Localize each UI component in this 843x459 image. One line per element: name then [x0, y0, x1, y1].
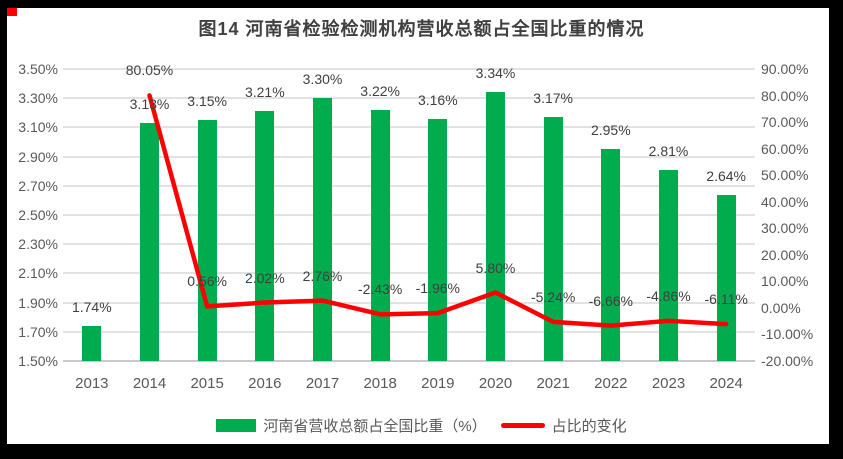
x-axis-category-label: 2013 [75, 375, 109, 392]
line-series-path [147, 93, 729, 328]
recording-indicator-mark [7, 8, 17, 16]
bar-data-label: 3.16% [417, 91, 458, 108]
bar-data-label: 3.34% [475, 65, 516, 82]
line-data-label: 2.02% [244, 269, 285, 286]
line-data-label: -5.24% [530, 288, 576, 305]
left-axis-tick-label: 1.50% [18, 353, 58, 369]
right-axis-tick-label: 50.00% [761, 167, 809, 184]
bar-series-swatch-icon [216, 418, 257, 432]
line-series-legend-label: 占比的变化 [551, 417, 627, 435]
gridline [63, 214, 755, 216]
x-axis-category-label: 2020 [478, 375, 513, 392]
bar-2014 [140, 123, 159, 361]
bar-2024 [716, 194, 736, 361]
bar-2013 [82, 325, 102, 361]
gridline [63, 184, 755, 187]
right-axis-tick-label: 70.00% [761, 114, 809, 131]
left-axis-tick-label: 3.50% [18, 61, 58, 77]
gridline [63, 360, 755, 362]
line-series-swatch-icon [500, 422, 545, 428]
left-axis-tick-label: 2.50% [18, 207, 58, 223]
right-axis-tick-label: 90.00% [761, 61, 809, 77]
bar-data-label: 2.95% [590, 122, 631, 139]
gridline [63, 97, 755, 100]
bar-data-label: 3.13% [129, 96, 170, 113]
x-axis-category-label: 2024 [709, 375, 743, 392]
line-data-label: -1.96% [415, 280, 460, 297]
right-axis-tick-label: 80.00% [761, 87, 809, 104]
gridline [63, 155, 755, 158]
bar-2019 [428, 118, 448, 361]
gridline [63, 243, 755, 246]
bar-2023 [659, 169, 678, 361]
bar-2017 [313, 98, 332, 361]
right-axis-tick-label: 40.00% [761, 193, 809, 210]
x-axis-category-label: 2019 [421, 375, 455, 392]
legend-item-line-series: 占比的变化 [500, 415, 627, 436]
x-axis-category-label: 2022 [594, 375, 628, 392]
line-data-label: 2.76% [302, 267, 343, 284]
line-data-label: -2.43% [357, 281, 403, 298]
gridline [63, 330, 755, 333]
right-axis-tick-label: 30.00% [761, 220, 809, 237]
left-axis-tick-label: 2.70% [18, 177, 58, 194]
left-axis-tick-label: 3.30% [18, 90, 58, 107]
line-data-label: -6.11% [704, 291, 748, 308]
right-axis-tick-label: -10.00% [761, 326, 814, 343]
left-axis-tick-label: 3.10% [18, 119, 58, 136]
right-axis-tick-label: -20.00% [761, 353, 814, 369]
right-axis-tick-label: 20.00% [761, 246, 809, 263]
line-data-label: 5.80% [475, 259, 516, 276]
right-axis-tick-label: 0.00% [761, 299, 801, 316]
x-axis-category-label: 2016 [248, 375, 282, 392]
gridline [63, 68, 755, 70]
line-data-label: 80.05% [125, 62, 174, 79]
bar-data-label: 3.21% [244, 84, 285, 101]
bar-2022 [601, 149, 621, 361]
legend-item-bar-series: 河南省营收总额占全国比重（%） [216, 415, 487, 436]
x-axis-category-label: 2018 [363, 375, 397, 392]
left-axis-tick-label: 2.90% [18, 148, 58, 165]
line-data-label: -4.86% [646, 287, 691, 304]
bar-data-label: 1.74% [71, 298, 112, 315]
chart-title: 图14 河南省检验检测机构营收总额占全国比重的情况 [198, 19, 645, 39]
left-axis-tick-label: 1.70% [18, 323, 58, 340]
x-axis-category-label: 2017 [305, 375, 340, 392]
right-axis-tick-label: 10.00% [761, 273, 809, 290]
right-axis-tick-label: 60.00% [761, 140, 809, 157]
bar-2015 [197, 120, 217, 361]
bar-2016 [255, 111, 275, 361]
bar-series-legend-label: 河南省营收总额占全国比重（%） [263, 417, 487, 435]
gridline [63, 301, 755, 304]
bar-data-label: 3.17% [533, 90, 573, 107]
left-axis-tick-label: 2.10% [18, 265, 58, 282]
line-data-label: 0.56% [187, 273, 227, 290]
bar-data-label: 3.30% [302, 71, 343, 88]
gridline [63, 272, 755, 275]
bar-data-label: 2.64% [706, 167, 746, 184]
bar-data-label: 3.15% [187, 93, 227, 110]
x-axis-category-label: 2014 [132, 375, 167, 392]
x-axis-category-label: 2023 [651, 375, 686, 392]
bar-2021 [543, 117, 563, 361]
gridline [63, 126, 755, 129]
bar-data-label: 3.22% [360, 82, 400, 99]
bar-2018 [370, 109, 390, 361]
legend: 河南省营收总额占全国比重（%） 占比的变化 [0, 413, 843, 437]
left-axis-tick-label: 2.30% [18, 236, 58, 253]
bar-data-label: 2.81% [648, 142, 689, 159]
x-axis-category-label: 2015 [190, 375, 224, 392]
line-data-label: -6.66% [588, 292, 633, 309]
x-axis-category-label: 2021 [536, 375, 570, 392]
left-axis-tick-label: 1.90% [18, 294, 58, 311]
